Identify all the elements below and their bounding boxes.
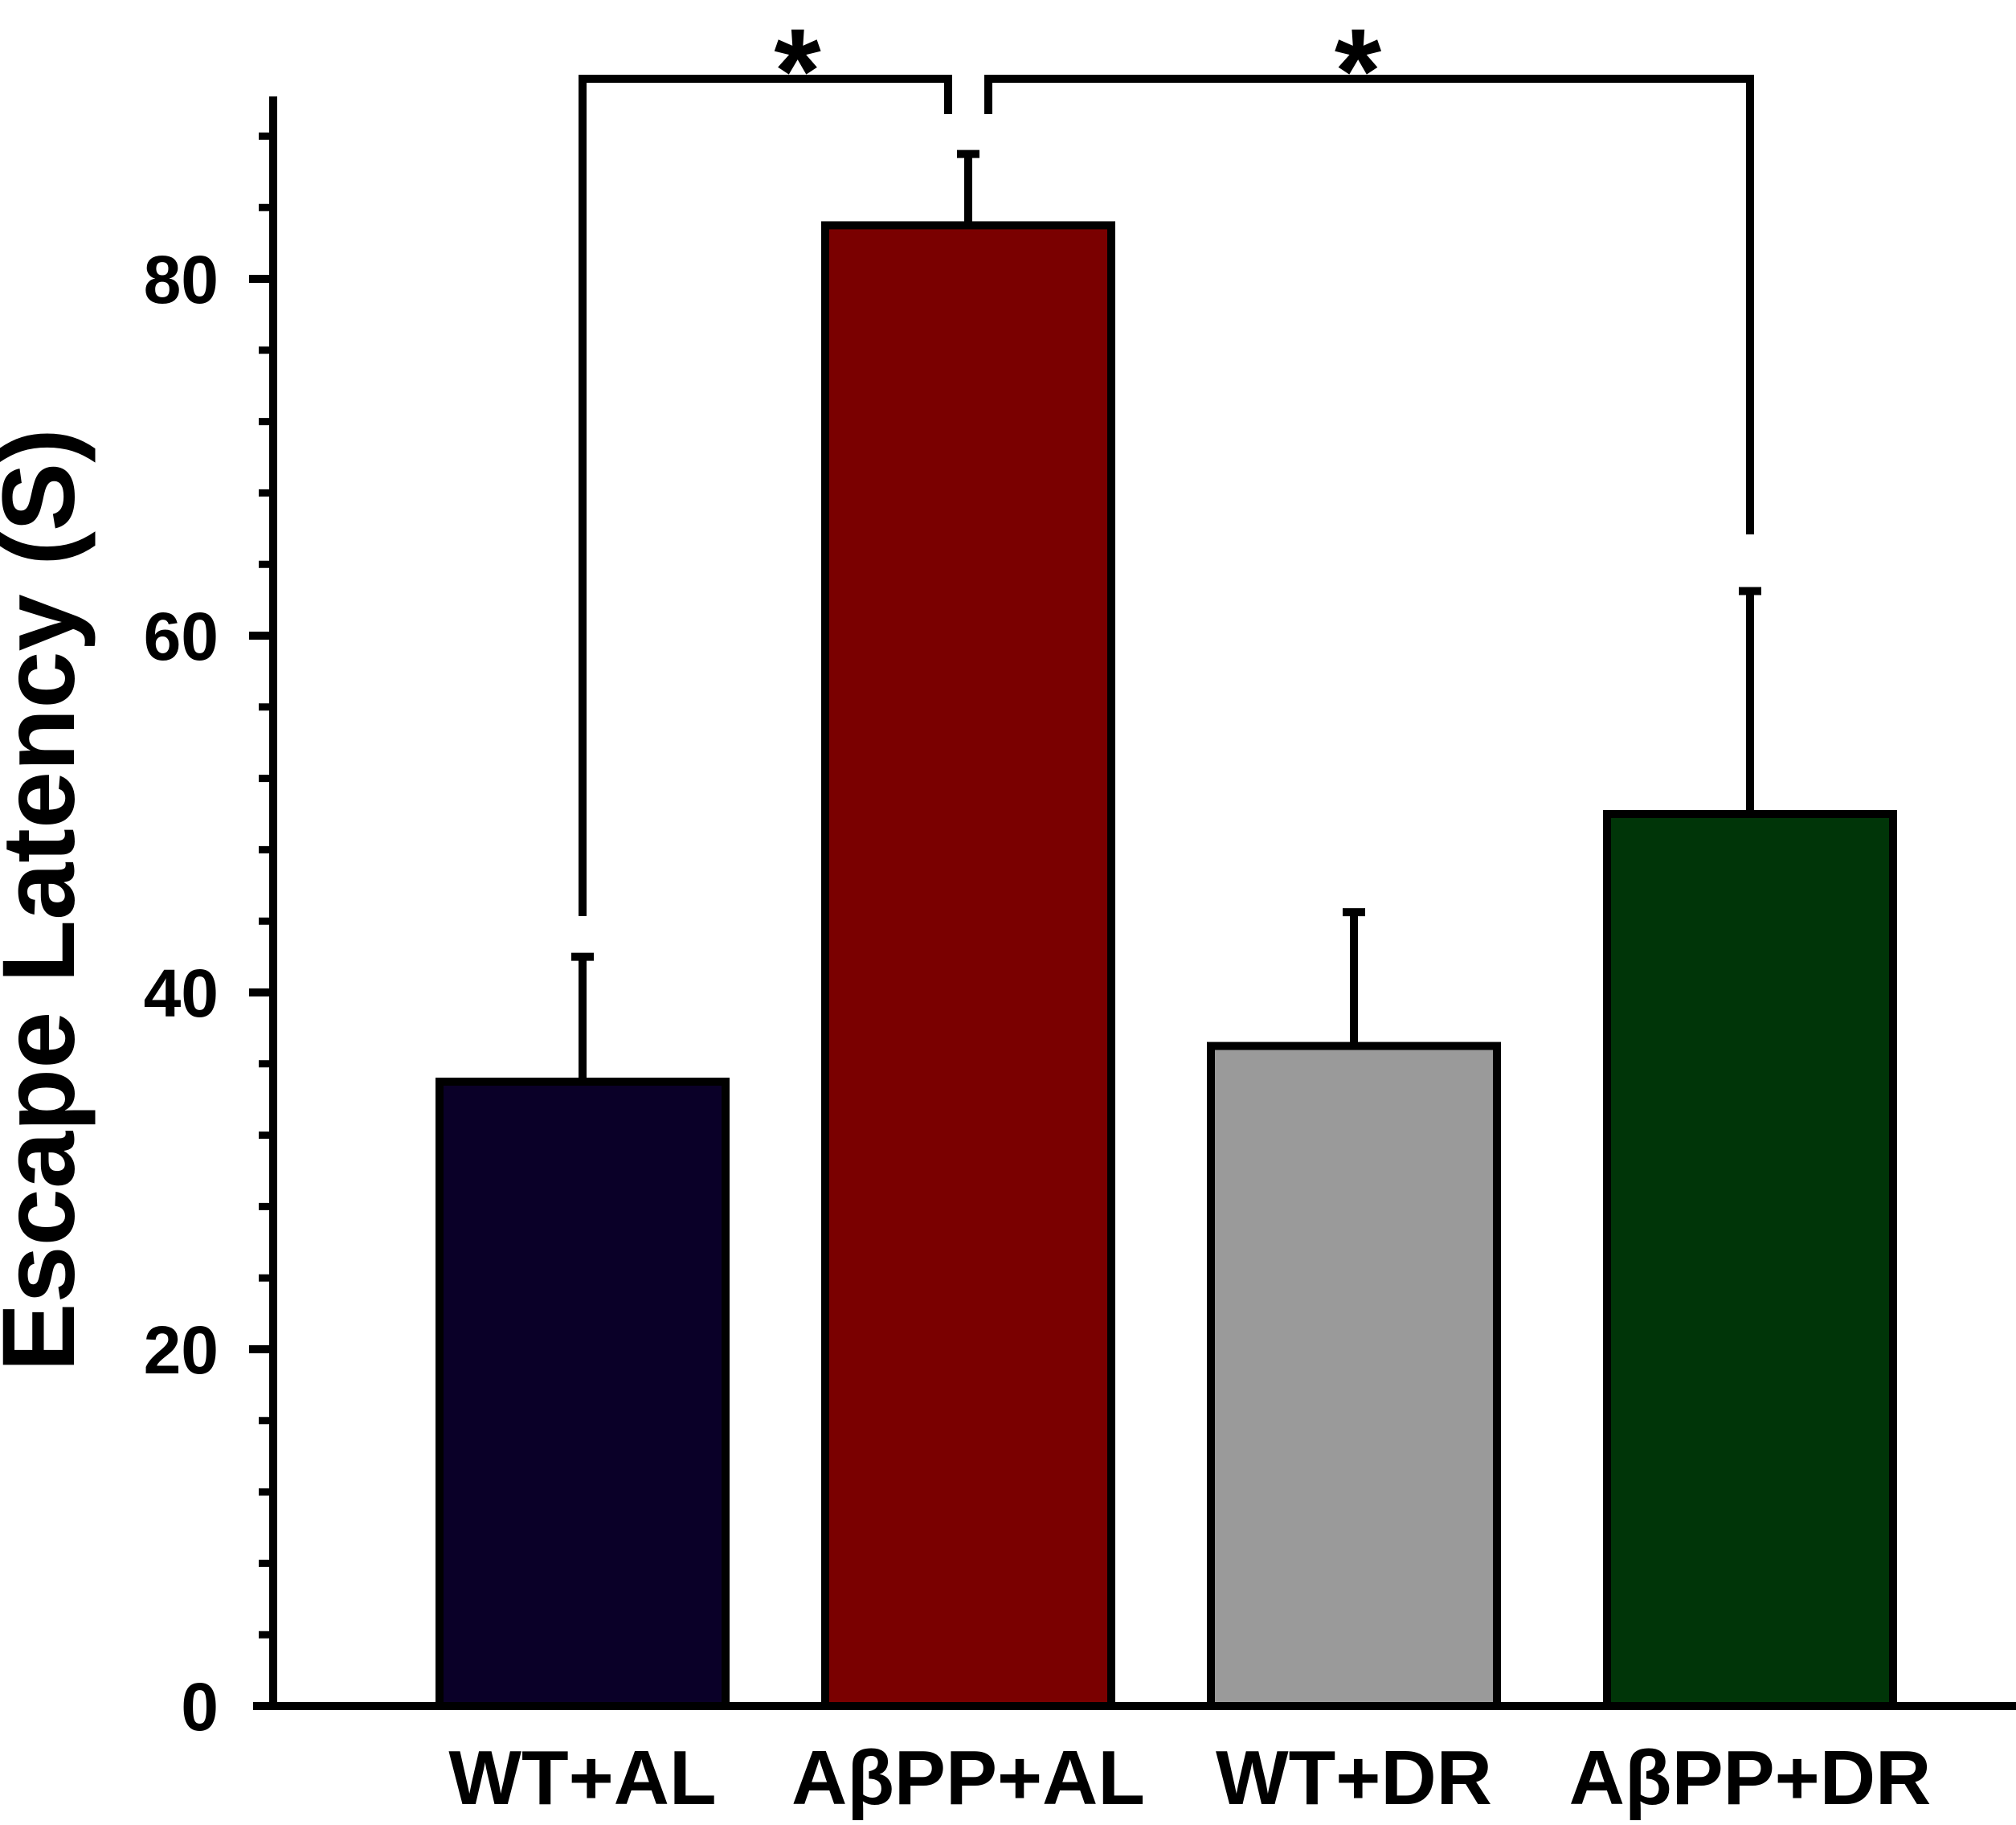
y-tick-label: 40 bbox=[144, 955, 219, 1031]
bar-3 bbox=[1207, 1041, 1501, 1710]
axes-layer: WT+AL AβPP+AL WT+DR AβPP+DR 0 20 40 60 80 bbox=[144, 96, 2016, 1821]
significance-star-2: * bbox=[1335, 3, 1382, 138]
bar-1 bbox=[436, 1078, 730, 1710]
category-label-4: AβPP+DR bbox=[1569, 1735, 1932, 1821]
category-label-1: WT+AL bbox=[448, 1735, 716, 1821]
y-tick-label: 80 bbox=[144, 242, 219, 317]
y-axis-title: Escape Latency (S) bbox=[0, 428, 96, 1372]
y-tick-label: 60 bbox=[144, 599, 219, 674]
category-label-3: WT+DR bbox=[1216, 1735, 1492, 1821]
bar-4 bbox=[1603, 810, 1897, 1710]
significance-star-1: * bbox=[774, 3, 821, 138]
bar-2 bbox=[821, 221, 1115, 1710]
y-tick-label: 20 bbox=[144, 1312, 219, 1388]
y-tick-label: 0 bbox=[181, 1669, 219, 1745]
significance-bracket-1 bbox=[579, 75, 952, 916]
category-label-2: AβPP+AL bbox=[791, 1735, 1145, 1821]
bars-layer bbox=[436, 149, 1897, 1710]
significance-layer: * * bbox=[579, 3, 1754, 916]
significance-bracket-2 bbox=[984, 75, 1754, 534]
